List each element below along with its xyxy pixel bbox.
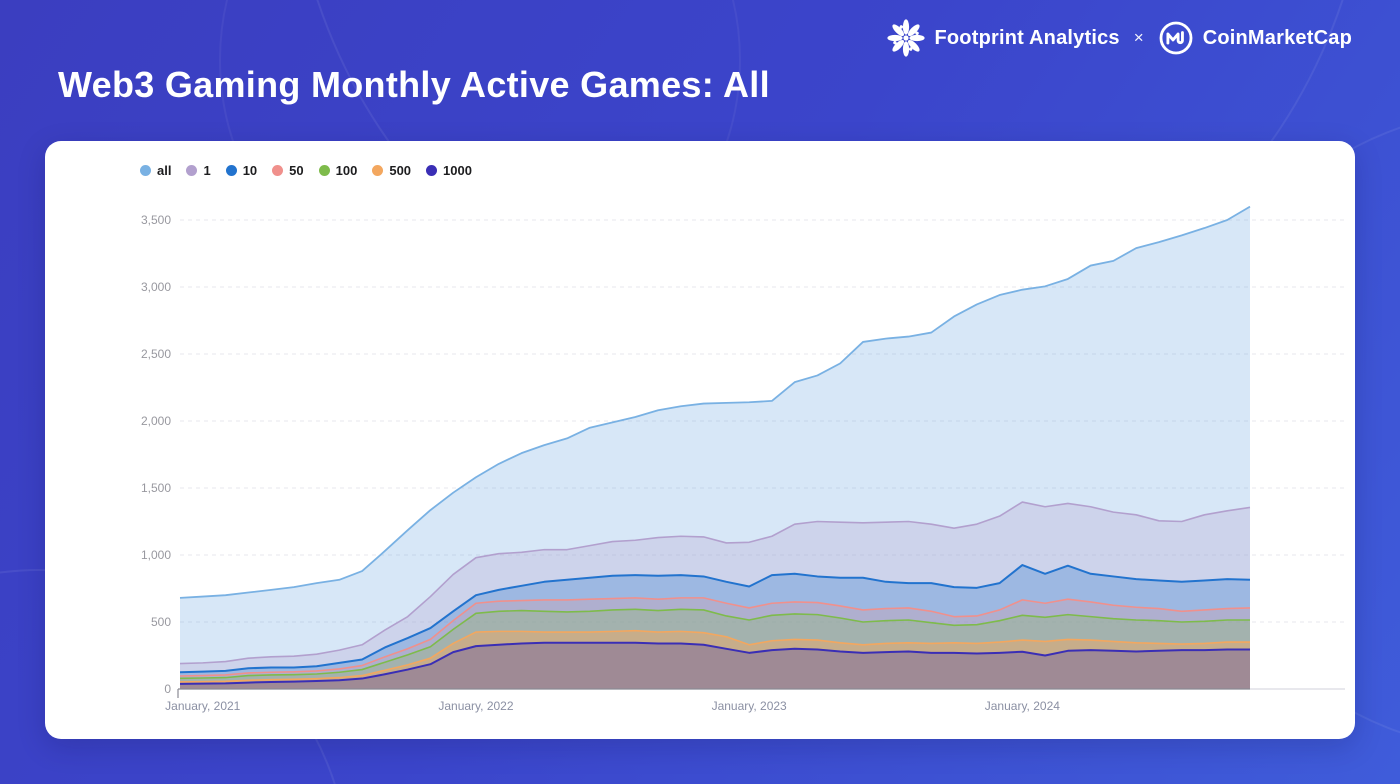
legend-label-10: 10 — [242, 163, 258, 178]
legend-label-all: all — [157, 163, 172, 178]
legend-label-100: 100 — [335, 163, 358, 178]
series-area-1000 — [180, 642, 1250, 689]
brand-coinmarketcap: CoinMarketCap — [1158, 20, 1352, 56]
legend-item-50[interactable]: 50 — [272, 163, 304, 178]
y-tick-label: 500 — [151, 615, 171, 629]
legend-item-all[interactable]: all — [140, 163, 171, 178]
brand-row: Footprint Analytics × CoinMarketCap — [887, 18, 1352, 58]
legend-dot-50 — [272, 165, 284, 176]
x-tick-label: January, 2024 — [985, 699, 1060, 713]
y-tick-label: 2,000 — [141, 414, 171, 428]
series-area-all — [180, 206, 1250, 689]
y-tick-label: 3,500 — [141, 213, 171, 227]
footprint-flower-icon — [887, 19, 926, 57]
legend-dot-1000 — [426, 165, 438, 176]
y-tick-label: 2,500 — [141, 347, 171, 361]
legend-dot-all — [140, 165, 151, 176]
legend-dot-10 — [225, 165, 237, 176]
legend-label-1: 1 — [203, 163, 211, 178]
legend-label-1000: 1000 — [443, 163, 472, 178]
brand-footprint: Footprint Analytics — [887, 19, 1120, 57]
series-line-100 — [179, 608, 1250, 680]
legend-item-1[interactable]: 1 — [186, 163, 211, 178]
series-line-500 — [179, 629, 1250, 683]
chart-canvas: 0 500 1,000 1,500 2,000 2,500 3,000 3,500 Januar… — [141, 205, 1345, 713]
series-area-100 — [180, 609, 1250, 689]
legend-item-100[interactable]: 100 — [318, 163, 358, 178]
coinmarketcap-icon — [1159, 21, 1193, 55]
y-tick-label: 1,500 — [141, 481, 171, 495]
series-area-10 — [180, 565, 1250, 689]
series-line-all — [179, 205, 1251, 599]
legend-dot-1 — [186, 165, 198, 176]
legend-dot-500 — [372, 165, 384, 176]
legend-label-50: 50 — [289, 163, 304, 178]
chart-card: all 1 10 50 100 500 1000 0 500 1,000 1,500 2,000 2,… — [45, 141, 1355, 739]
series-area-50 — [180, 597, 1250, 689]
series-line-1000 — [179, 641, 1250, 685]
page-title: Web3 Gaming Monthly Active Games: All — [58, 64, 770, 105]
legend-label-500: 500 — [389, 163, 412, 178]
legend-item-10[interactable]: 10 — [225, 163, 258, 178]
x-tick-label: January, 2022 — [438, 699, 513, 713]
brand-footprint-name: Footprint Analytics — [934, 26, 1120, 49]
x-tick-label: January, 2023 — [712, 699, 787, 713]
series-area-500 — [180, 630, 1250, 689]
x-tick-label: January, 2021 — [165, 699, 240, 713]
y-tick-label: 3,000 — [141, 280, 171, 294]
legend-item-1000[interactable]: 1000 — [426, 163, 472, 178]
chart-legend: all 1 10 50 100 500 1000 — [140, 163, 472, 178]
series-line-1 — [179, 501, 1251, 665]
y-tick-label: 1,000 — [141, 548, 171, 562]
brand-separator: × — [1133, 28, 1144, 47]
legend-dot-100 — [318, 165, 330, 176]
brand-coinmarketcap-name: CoinMarketCap — [1202, 26, 1352, 49]
series-line-50 — [179, 597, 1251, 677]
y-tick-label: 0 — [164, 682, 171, 696]
legend-item-500[interactable]: 500 — [372, 163, 411, 178]
series-area-1 — [180, 502, 1250, 689]
series-line-10 — [179, 564, 1251, 674]
